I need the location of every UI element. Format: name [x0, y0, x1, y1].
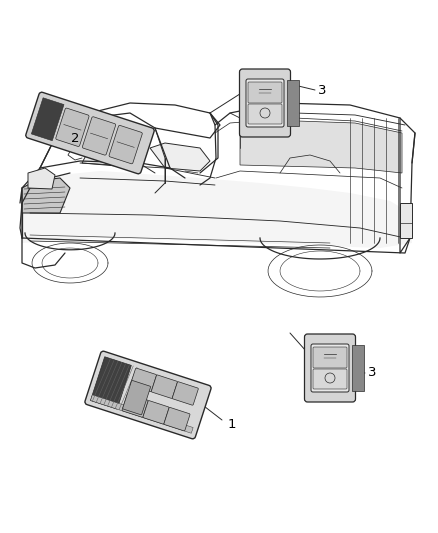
Polygon shape: [400, 203, 412, 238]
Text: 3: 3: [368, 367, 377, 379]
Bar: [32, 98, 64, 141]
Polygon shape: [28, 168, 55, 189]
FancyBboxPatch shape: [109, 125, 142, 164]
FancyBboxPatch shape: [91, 395, 193, 433]
FancyBboxPatch shape: [152, 375, 177, 398]
Polygon shape: [150, 143, 210, 171]
FancyBboxPatch shape: [313, 369, 347, 389]
FancyBboxPatch shape: [26, 92, 154, 174]
FancyBboxPatch shape: [122, 394, 148, 417]
FancyBboxPatch shape: [172, 382, 198, 405]
Text: 1: 1: [228, 418, 237, 432]
Bar: [352, 345, 364, 391]
Polygon shape: [22, 171, 412, 248]
Polygon shape: [22, 178, 70, 213]
FancyBboxPatch shape: [131, 368, 156, 392]
Bar: [286, 80, 299, 126]
Text: 3: 3: [318, 84, 326, 96]
FancyBboxPatch shape: [248, 82, 282, 103]
FancyBboxPatch shape: [304, 334, 356, 402]
Polygon shape: [240, 119, 402, 173]
Text: 2: 2: [71, 132, 80, 144]
FancyBboxPatch shape: [240, 69, 290, 137]
FancyBboxPatch shape: [248, 104, 282, 124]
FancyBboxPatch shape: [85, 351, 211, 439]
FancyBboxPatch shape: [164, 407, 190, 431]
Polygon shape: [82, 133, 148, 168]
FancyBboxPatch shape: [82, 117, 116, 155]
FancyBboxPatch shape: [143, 401, 169, 424]
FancyBboxPatch shape: [246, 79, 284, 127]
FancyBboxPatch shape: [56, 108, 89, 147]
FancyBboxPatch shape: [123, 381, 151, 415]
FancyBboxPatch shape: [311, 344, 349, 392]
FancyBboxPatch shape: [313, 347, 347, 368]
Bar: [91, 357, 131, 409]
